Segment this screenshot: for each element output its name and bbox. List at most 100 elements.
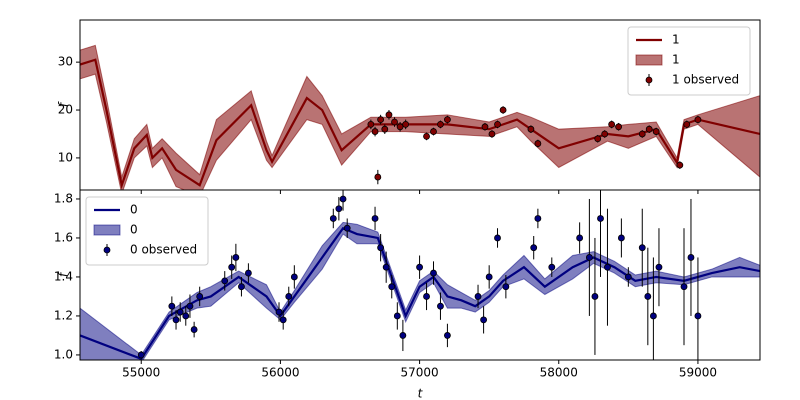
observed-point xyxy=(343,224,351,232)
observed-point xyxy=(402,120,410,128)
observed-point xyxy=(275,308,283,316)
observed-point xyxy=(244,269,252,277)
observed-point xyxy=(624,273,632,281)
y-tick-label: 20 xyxy=(58,103,73,117)
observed-point xyxy=(527,125,535,133)
legend-box xyxy=(627,26,751,96)
observed-point xyxy=(694,312,702,320)
observed-point xyxy=(168,302,176,310)
observed-point xyxy=(391,118,398,126)
plot-area xyxy=(80,190,760,360)
legend-label: 0 xyxy=(130,203,138,217)
mean-line xyxy=(80,58,760,190)
observed-point xyxy=(196,293,204,300)
observed-point xyxy=(430,269,437,277)
y-axis-label: f xyxy=(57,101,71,107)
observed-point xyxy=(437,120,444,128)
x-tick-label: 55000 xyxy=(122,366,160,380)
observed-point xyxy=(371,215,379,222)
y-tick-label: 1.0 xyxy=(54,347,73,361)
observed-point xyxy=(604,263,611,271)
observed-point xyxy=(649,312,657,320)
observed-point xyxy=(285,293,293,300)
observed-point xyxy=(485,273,493,281)
y-axis-label: f xyxy=(57,271,71,277)
observed-point xyxy=(488,130,496,138)
observed-point xyxy=(279,316,287,324)
observed-point xyxy=(638,130,646,138)
observed-point xyxy=(137,351,145,359)
observed-point xyxy=(530,244,538,252)
observed-point xyxy=(591,293,599,300)
observed-point xyxy=(290,273,298,281)
observed-point xyxy=(687,254,695,261)
observed-point xyxy=(494,234,501,242)
observed-point xyxy=(645,125,653,133)
observed-point xyxy=(228,263,236,271)
x-tick-label: 58000 xyxy=(540,366,578,380)
y-tick-label: 30 xyxy=(58,55,73,69)
legend-label: 0 observed xyxy=(130,243,197,257)
y-tick-label: 1.2 xyxy=(54,308,73,322)
y-tick-label: 1.8 xyxy=(54,191,73,205)
y-tick-label: 10 xyxy=(58,150,73,164)
observed-point xyxy=(186,302,194,310)
x-tick-label: 59000 xyxy=(679,366,717,380)
observed-point xyxy=(594,135,602,143)
observed-point xyxy=(585,254,593,261)
observed-point xyxy=(367,120,375,128)
legend-marker xyxy=(103,246,111,254)
legend-label: 1 xyxy=(672,53,680,67)
observed-point xyxy=(481,123,489,131)
observed-point xyxy=(548,263,556,271)
observed-point xyxy=(494,120,501,128)
observed-point xyxy=(396,123,404,131)
legend-label: 1 observed xyxy=(672,73,739,87)
observed-point xyxy=(176,308,184,316)
observed-point xyxy=(377,244,385,252)
legend-band xyxy=(635,54,663,66)
observed-point xyxy=(480,316,488,324)
observed-point xyxy=(534,140,542,147)
observed-point xyxy=(597,215,604,222)
legend-label: 0 xyxy=(130,223,138,237)
observed-point xyxy=(430,128,437,135)
x-axis-label: t xyxy=(418,387,424,400)
observed-point xyxy=(339,195,347,203)
legend-marker xyxy=(645,76,653,84)
x-tick-label: 57000 xyxy=(400,366,438,380)
plot-area xyxy=(80,44,760,190)
observed-point xyxy=(652,128,660,135)
observed-point xyxy=(601,130,609,138)
observed-point xyxy=(423,132,430,140)
observed-point xyxy=(377,116,385,124)
observed-point xyxy=(381,125,389,133)
y-tick-label: 1.6 xyxy=(54,230,73,244)
x-tick-label: 56000 xyxy=(261,366,299,380)
observed-point xyxy=(694,116,702,124)
observed-point xyxy=(502,283,510,291)
observed-point xyxy=(499,106,507,114)
observed-point xyxy=(238,283,245,291)
legend-label: 1 xyxy=(672,33,680,47)
observed-point xyxy=(374,173,382,181)
observed-point xyxy=(172,316,180,324)
observed-point xyxy=(534,215,542,222)
observed-point xyxy=(437,302,444,310)
observed-point xyxy=(335,205,343,213)
observed-point xyxy=(474,293,482,300)
observed-point xyxy=(371,128,379,135)
observed-point xyxy=(182,312,190,320)
y-tick-label: 1.4 xyxy=(54,269,73,283)
observed-point xyxy=(393,312,401,320)
observed-point xyxy=(683,120,691,128)
observed-point xyxy=(329,215,337,222)
confidence-band xyxy=(80,44,760,190)
observed-point xyxy=(655,263,663,271)
observed-point xyxy=(638,244,646,252)
observed-point xyxy=(416,263,423,271)
observed-point xyxy=(232,254,240,261)
observed-point xyxy=(190,326,198,333)
observed-point xyxy=(399,332,407,339)
